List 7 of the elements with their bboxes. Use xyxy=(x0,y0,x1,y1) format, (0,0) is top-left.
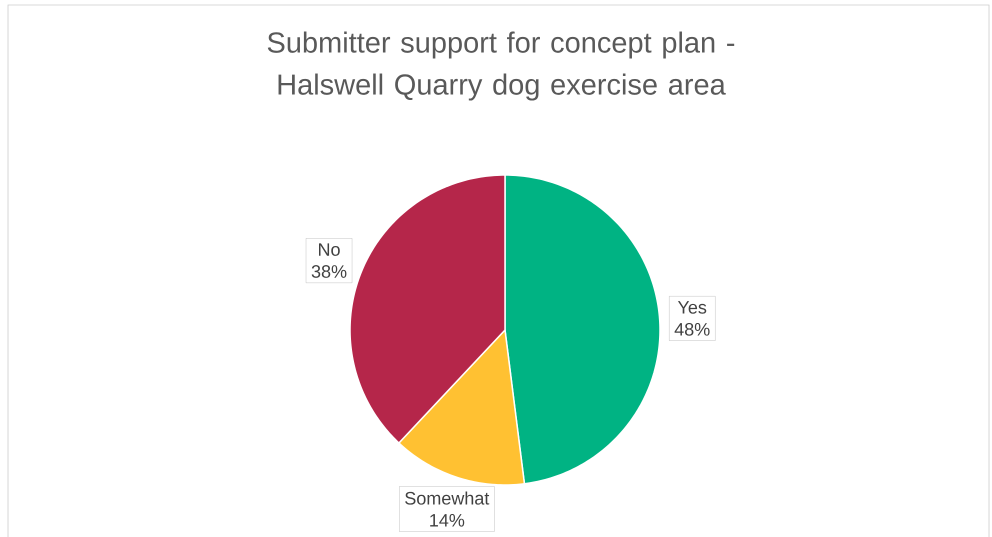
slice-label: No xyxy=(319,243,340,256)
chart-title: Submitter support for concept plan - Halswell Quarry dog exercise area xyxy=(268,31,734,100)
slice-label: Somewhat xyxy=(405,491,490,504)
data-label: 14% xyxy=(430,514,464,526)
data-label: 48% xyxy=(674,322,710,336)
slice-label: Yes xyxy=(678,300,706,314)
data-label: 38% xyxy=(312,264,346,278)
